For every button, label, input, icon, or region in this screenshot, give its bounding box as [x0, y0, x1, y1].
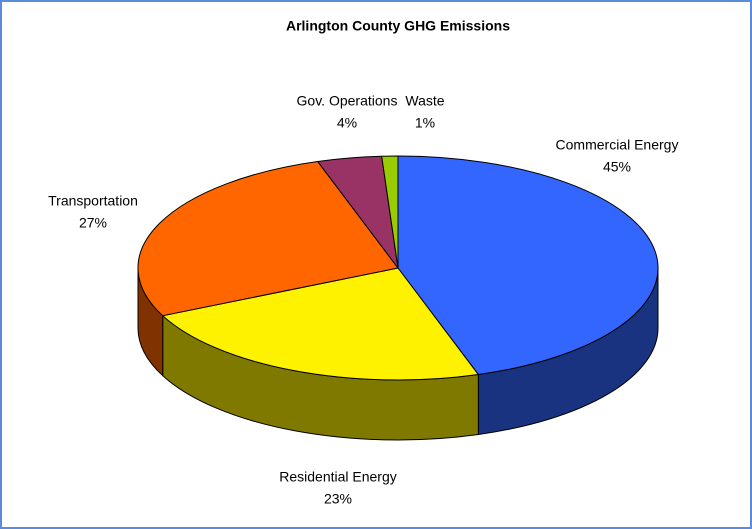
slice-value-label: 23%	[324, 491, 352, 507]
slice	[137, 160, 399, 317]
pie-tops	[137, 155, 659, 381]
slice-label: Residential Energy	[279, 469, 397, 485]
slice-label: Transportation	[48, 193, 138, 209]
slice-label: Waste	[405, 93, 444, 109]
pie-sides	[137, 267, 659, 441]
slice-value-label: 27%	[79, 215, 107, 231]
pie-labels: Commercial Energy 45% Residential Energy 23…	[48, 93, 678, 507]
slice	[397, 155, 659, 376]
slice	[381, 155, 399, 269]
slice-value-label: 1%	[415, 115, 435, 131]
slice-value-label: 45%	[603, 159, 631, 175]
chart-title: Arlington County GHG Emissions	[286, 18, 510, 34]
slice-value-label: 4%	[337, 115, 357, 131]
slice	[161, 267, 480, 381]
slice-label: Commercial Energy	[556, 137, 679, 153]
slice-label: Gov. Operations	[297, 93, 398, 109]
